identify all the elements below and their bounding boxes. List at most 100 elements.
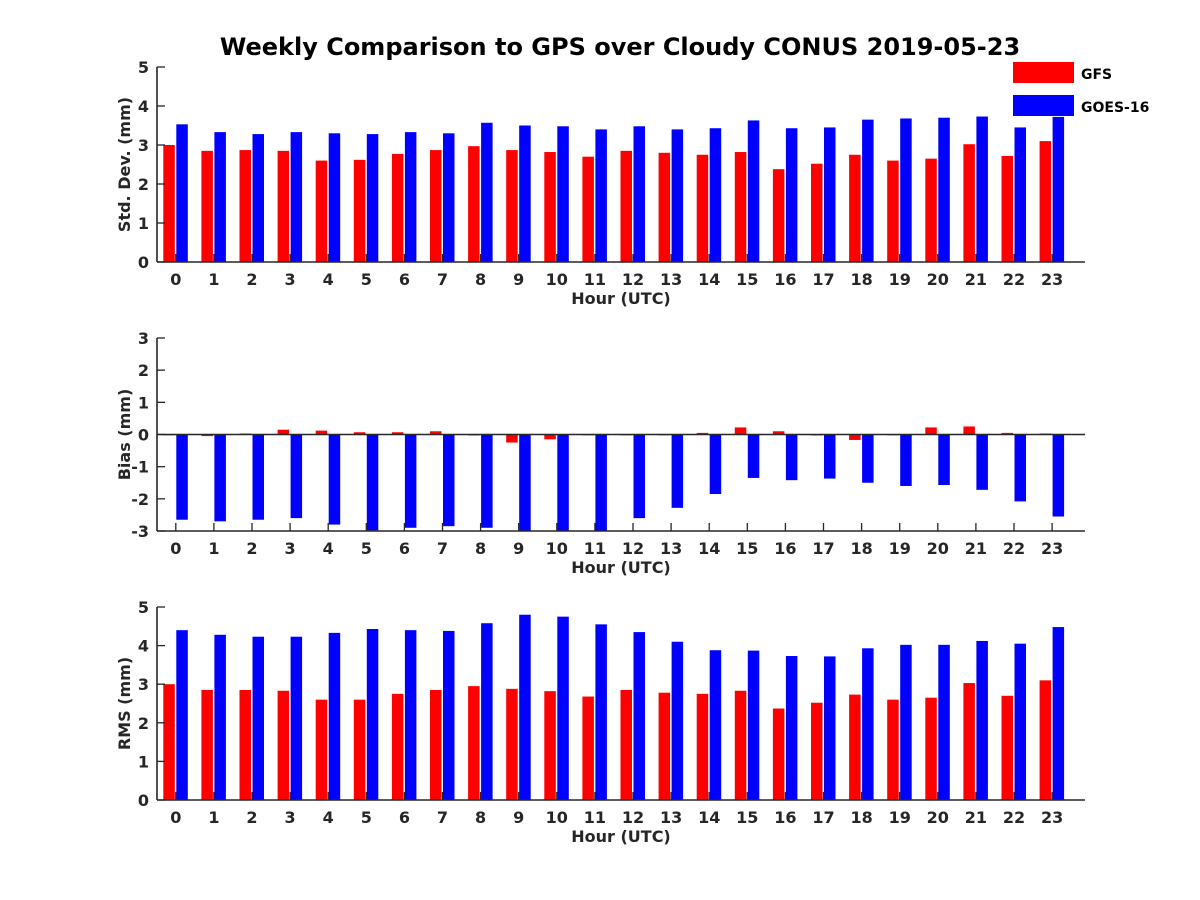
bias-x-tick-label: 6 — [399, 539, 410, 558]
bias-bar-goes16-14 — [709, 434, 722, 495]
bias-x-tick-label: 14 — [698, 539, 720, 558]
bias-bar-gfs-15 — [734, 427, 747, 435]
bias-x-tick-label: 12 — [622, 539, 644, 558]
rms-bar-gfs-17 — [811, 702, 823, 800]
bias-bar-gfs-21 — [963, 426, 975, 435]
std-dev-x-tick-label: 19 — [889, 270, 911, 289]
bias-bar-goes16-3 — [290, 434, 303, 519]
rms-y-tick-label: 3 — [138, 675, 149, 694]
std-dev-x-tick-label: 20 — [927, 270, 949, 289]
std-dev-bar-gfs-15 — [734, 152, 747, 262]
bias-bar-gfs-20 — [925, 427, 937, 435]
bias-bar-gfs-6 — [391, 432, 404, 435]
bias-x-axis-label: Hour (UTC) — [571, 558, 671, 577]
rms-bar-goes16-21 — [976, 640, 988, 800]
rms-x-tick-label: 20 — [927, 808, 949, 827]
rms-bar-goes16-6 — [404, 630, 417, 800]
bias-x-tick-label: 3 — [285, 539, 296, 558]
rms-x-tick-label: 18 — [850, 808, 872, 827]
std-dev-bar-gfs-23 — [1039, 141, 1052, 262]
rms-y-tick-label: 0 — [138, 791, 149, 810]
std-dev-y-tick-label: 0 — [138, 253, 149, 272]
bias-bar-goes16-18 — [862, 434, 874, 483]
rms-bar-goes16-3 — [290, 636, 303, 800]
rms-x-tick-label: 17 — [812, 808, 834, 827]
rms-bar-goes16-7 — [443, 630, 455, 800]
std-dev-bar-gfs-11 — [582, 156, 594, 262]
legend-swatch-gfs — [1013, 62, 1074, 83]
std-dev-bar-goes16-10 — [557, 126, 569, 262]
bias-bar-gfs-3 — [277, 429, 290, 435]
std-dev-x-tick-label: 16 — [774, 270, 796, 289]
std-dev-bar-gfs-1 — [201, 150, 213, 262]
rms-x-tick-label: 21 — [965, 808, 987, 827]
rms-x-tick-label: 6 — [399, 808, 410, 827]
bias-bar-goes16-22 — [1014, 434, 1026, 502]
std-dev-x-tick-label: 7 — [437, 270, 448, 289]
std-dev-bar-goes16-16 — [785, 128, 798, 262]
std-dev-x-axis-label: Hour (UTC) — [571, 289, 671, 308]
rms-x-tick-label: 4 — [323, 808, 334, 827]
bias-bar-goes16-10 — [557, 434, 569, 531]
rms-bar-goes16-5 — [366, 629, 379, 800]
rms-bar-goes16-23 — [1052, 627, 1065, 800]
rms-bar-gfs-21 — [963, 683, 975, 800]
rms-x-tick-label: 15 — [736, 808, 758, 827]
bias-x-tick-label: 11 — [584, 539, 606, 558]
std-dev-bar-goes16-8 — [481, 122, 493, 263]
std-dev-bar-goes16-3 — [290, 132, 303, 262]
std-dev-bar-gfs-0 — [163, 145, 175, 262]
bias-y-tick-label: 0 — [138, 426, 149, 445]
rms-bar-gfs-0 — [163, 684, 175, 800]
rms-bar-gfs-22 — [1001, 695, 1013, 800]
rms-bar-gfs-10 — [544, 691, 556, 800]
std-dev-bar-goes16-9 — [519, 125, 531, 262]
std-dev-bar-gfs-7 — [430, 150, 442, 262]
std-dev-x-tick-label: 4 — [323, 270, 334, 289]
std-dev-x-tick-label: 9 — [513, 270, 524, 289]
std-dev-bar-goes16-18 — [862, 119, 874, 263]
bias-x-tick-label: 4 — [323, 539, 334, 558]
rms-x-tick-label: 22 — [1003, 808, 1025, 827]
bias-x-tick-label: 8 — [475, 539, 486, 558]
std-dev-y-tick-label: 5 — [138, 58, 149, 77]
std-dev-y-tick-label: 2 — [138, 175, 149, 194]
std-dev-bar-goes16-7 — [443, 133, 455, 262]
bias-bar-goes16-23 — [1052, 434, 1065, 517]
chart-title: Weekly Comparison to GPS over Cloudy CON… — [220, 33, 1020, 61]
std-dev-bar-goes16-4 — [328, 133, 341, 262]
std-dev-bar-goes16-21 — [976, 116, 988, 262]
rms-x-tick-label: 0 — [170, 808, 181, 827]
std-dev-bar-gfs-18 — [849, 154, 861, 262]
rms-bar-gfs-18 — [849, 694, 861, 800]
bias-y-tick-label: -3 — [131, 522, 149, 541]
bias-y-axis-label: Bias (mm) — [115, 389, 134, 481]
bias-bar-goes16-17 — [824, 434, 836, 479]
rms-x-tick-label: 1 — [208, 808, 219, 827]
rms-bar-goes16-8 — [481, 623, 493, 800]
bias-x-tick-label: 9 — [513, 539, 524, 558]
bias-bar-gfs-18 — [849, 434, 861, 440]
rms-bar-goes16-11 — [595, 624, 607, 800]
rms-bar-goes16-17 — [824, 656, 836, 800]
rms-bar-goes16-2 — [252, 636, 264, 800]
rms-y-tick-label: 4 — [138, 637, 149, 656]
bias-bar-gfs-7 — [430, 431, 442, 435]
bias-bar-goes16-19 — [900, 434, 912, 486]
bias-x-tick-label: 22 — [1003, 539, 1025, 558]
std-dev-x-tick-label: 8 — [475, 270, 486, 289]
rms-x-tick-label: 19 — [889, 808, 911, 827]
std-dev-bar-goes16-0 — [176, 124, 188, 262]
rms-x-tick-label: 3 — [285, 808, 296, 827]
bias-bar-goes16-5 — [366, 434, 379, 531]
bias-bar-goes16-15 — [747, 434, 760, 478]
std-dev-bar-gfs-19 — [887, 160, 899, 262]
bias-x-tick-label: 13 — [660, 539, 682, 558]
rms-bar-gfs-12 — [620, 689, 632, 800]
rms-y-tick-label: 2 — [138, 714, 149, 733]
std-dev-bar-goes16-20 — [938, 117, 950, 262]
bias-x-tick-label: 16 — [774, 539, 796, 558]
